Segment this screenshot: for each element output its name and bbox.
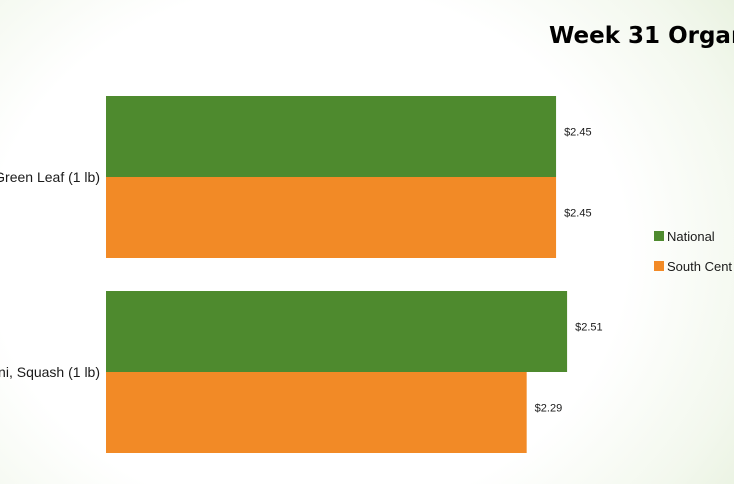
legend-entry: National: [667, 229, 715, 244]
bar: [106, 291, 568, 372]
data-label: $2.45: [564, 127, 592, 139]
bar: [106, 177, 557, 258]
category-label: uni, Squash (1 lb): [0, 364, 100, 380]
legend-swatch: [654, 231, 664, 241]
chart-title: Week 31 Organic: [549, 23, 734, 49]
data-label: $2.51: [575, 322, 603, 334]
bar: [106, 96, 557, 177]
legend-swatch: [654, 261, 664, 271]
bar: [106, 372, 527, 453]
category-label: Green Leaf (1 lb): [0, 169, 100, 185]
data-label: $2.29: [535, 403, 563, 415]
data-label: $2.45: [564, 208, 592, 220]
legend-entry: South Cent: [667, 259, 732, 274]
